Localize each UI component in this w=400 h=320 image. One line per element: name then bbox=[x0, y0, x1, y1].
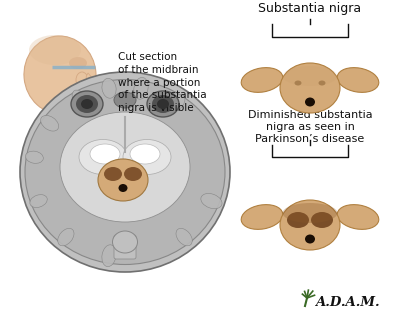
Ellipse shape bbox=[41, 116, 59, 131]
Ellipse shape bbox=[79, 140, 127, 174]
Ellipse shape bbox=[81, 99, 93, 109]
Ellipse shape bbox=[76, 72, 88, 88]
Ellipse shape bbox=[112, 231, 138, 253]
Text: Cut section
of the midbrain
where a portion
of the substantia
nigra is visible: Cut section of the midbrain where a port… bbox=[118, 52, 207, 113]
Ellipse shape bbox=[58, 228, 74, 246]
Ellipse shape bbox=[157, 99, 169, 109]
Ellipse shape bbox=[118, 184, 128, 192]
Ellipse shape bbox=[25, 79, 225, 265]
FancyBboxPatch shape bbox=[114, 235, 136, 259]
Ellipse shape bbox=[294, 81, 302, 85]
Polygon shape bbox=[86, 73, 98, 89]
Ellipse shape bbox=[98, 159, 148, 201]
Ellipse shape bbox=[305, 98, 315, 107]
Text: A.D.A.M.: A.D.A.M. bbox=[315, 297, 380, 309]
Ellipse shape bbox=[130, 144, 160, 164]
Ellipse shape bbox=[71, 91, 103, 117]
Ellipse shape bbox=[114, 92, 136, 108]
Ellipse shape bbox=[60, 112, 190, 222]
Ellipse shape bbox=[24, 36, 96, 114]
Ellipse shape bbox=[176, 228, 192, 246]
Ellipse shape bbox=[287, 212, 309, 228]
Ellipse shape bbox=[241, 68, 283, 92]
Ellipse shape bbox=[280, 200, 340, 250]
Ellipse shape bbox=[76, 95, 98, 113]
Ellipse shape bbox=[147, 91, 179, 117]
Ellipse shape bbox=[123, 140, 171, 174]
Ellipse shape bbox=[72, 90, 86, 107]
Ellipse shape bbox=[282, 203, 338, 223]
Ellipse shape bbox=[26, 151, 43, 163]
Text: Diminished substantia
nigra as seen in
Parkinson’s disease: Diminished substantia nigra as seen in P… bbox=[248, 110, 372, 144]
Ellipse shape bbox=[337, 68, 379, 92]
Ellipse shape bbox=[102, 245, 116, 267]
Ellipse shape bbox=[311, 212, 333, 228]
Polygon shape bbox=[38, 113, 95, 140]
Ellipse shape bbox=[124, 167, 142, 181]
Ellipse shape bbox=[69, 57, 87, 69]
Ellipse shape bbox=[134, 77, 148, 99]
Ellipse shape bbox=[318, 81, 326, 85]
Ellipse shape bbox=[171, 94, 185, 110]
Ellipse shape bbox=[102, 78, 116, 98]
Ellipse shape bbox=[20, 72, 230, 272]
Ellipse shape bbox=[282, 66, 338, 86]
Ellipse shape bbox=[305, 235, 315, 244]
Ellipse shape bbox=[241, 204, 283, 229]
Ellipse shape bbox=[201, 194, 222, 209]
Text: Substantia nigra: Substantia nigra bbox=[258, 2, 362, 15]
Ellipse shape bbox=[30, 195, 47, 207]
Ellipse shape bbox=[29, 35, 81, 65]
Ellipse shape bbox=[280, 63, 340, 113]
Ellipse shape bbox=[152, 95, 174, 113]
Ellipse shape bbox=[104, 167, 122, 181]
Ellipse shape bbox=[337, 204, 379, 229]
Ellipse shape bbox=[90, 144, 120, 164]
